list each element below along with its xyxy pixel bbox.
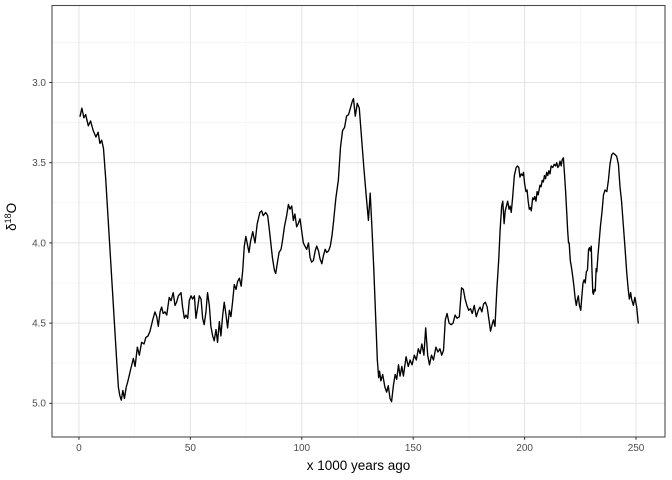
- y-tick-label: 3.0: [32, 78, 46, 89]
- y-tick-label: 4.5: [32, 319, 46, 330]
- y-axis-title: δ18O: [3, 203, 19, 231]
- axis-tick-marks: [49, 81, 637, 440]
- y-tick-label: 3.5: [32, 158, 46, 169]
- y-title-delta: δ: [4, 223, 19, 231]
- x-tick-label: 150: [405, 443, 422, 454]
- x-tick-label: 50: [185, 443, 197, 454]
- x-axis-tick-labels: 0 50 100 150 200 250: [76, 443, 645, 454]
- y-tick-label: 4.0: [32, 238, 46, 249]
- x-axis-title: x 1000 years ago: [307, 458, 411, 473]
- panel-border: [51, 4, 666, 438]
- y-title-element: O: [4, 203, 19, 214]
- y-tick-label: 5.0: [32, 399, 46, 410]
- x-tick-label: 0: [76, 443, 82, 454]
- x-tick-label: 100: [293, 443, 310, 454]
- x-tick-label: 250: [628, 443, 645, 454]
- major-gridlines: [52, 5, 665, 437]
- d18o-series-line: [79, 97, 639, 403]
- y-axis-tick-labels: 3.0 3.5 4.0 4.5 5.0: [32, 78, 46, 410]
- minor-gridlines: [52, 5, 665, 437]
- x-tick-label: 200: [516, 443, 533, 454]
- y-title-superscript: 18: [3, 213, 13, 223]
